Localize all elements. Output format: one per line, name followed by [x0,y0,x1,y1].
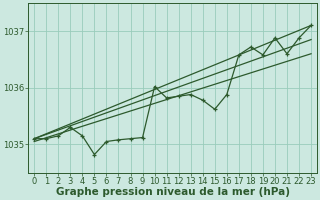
X-axis label: Graphe pression niveau de la mer (hPa): Graphe pression niveau de la mer (hPa) [56,187,290,197]
